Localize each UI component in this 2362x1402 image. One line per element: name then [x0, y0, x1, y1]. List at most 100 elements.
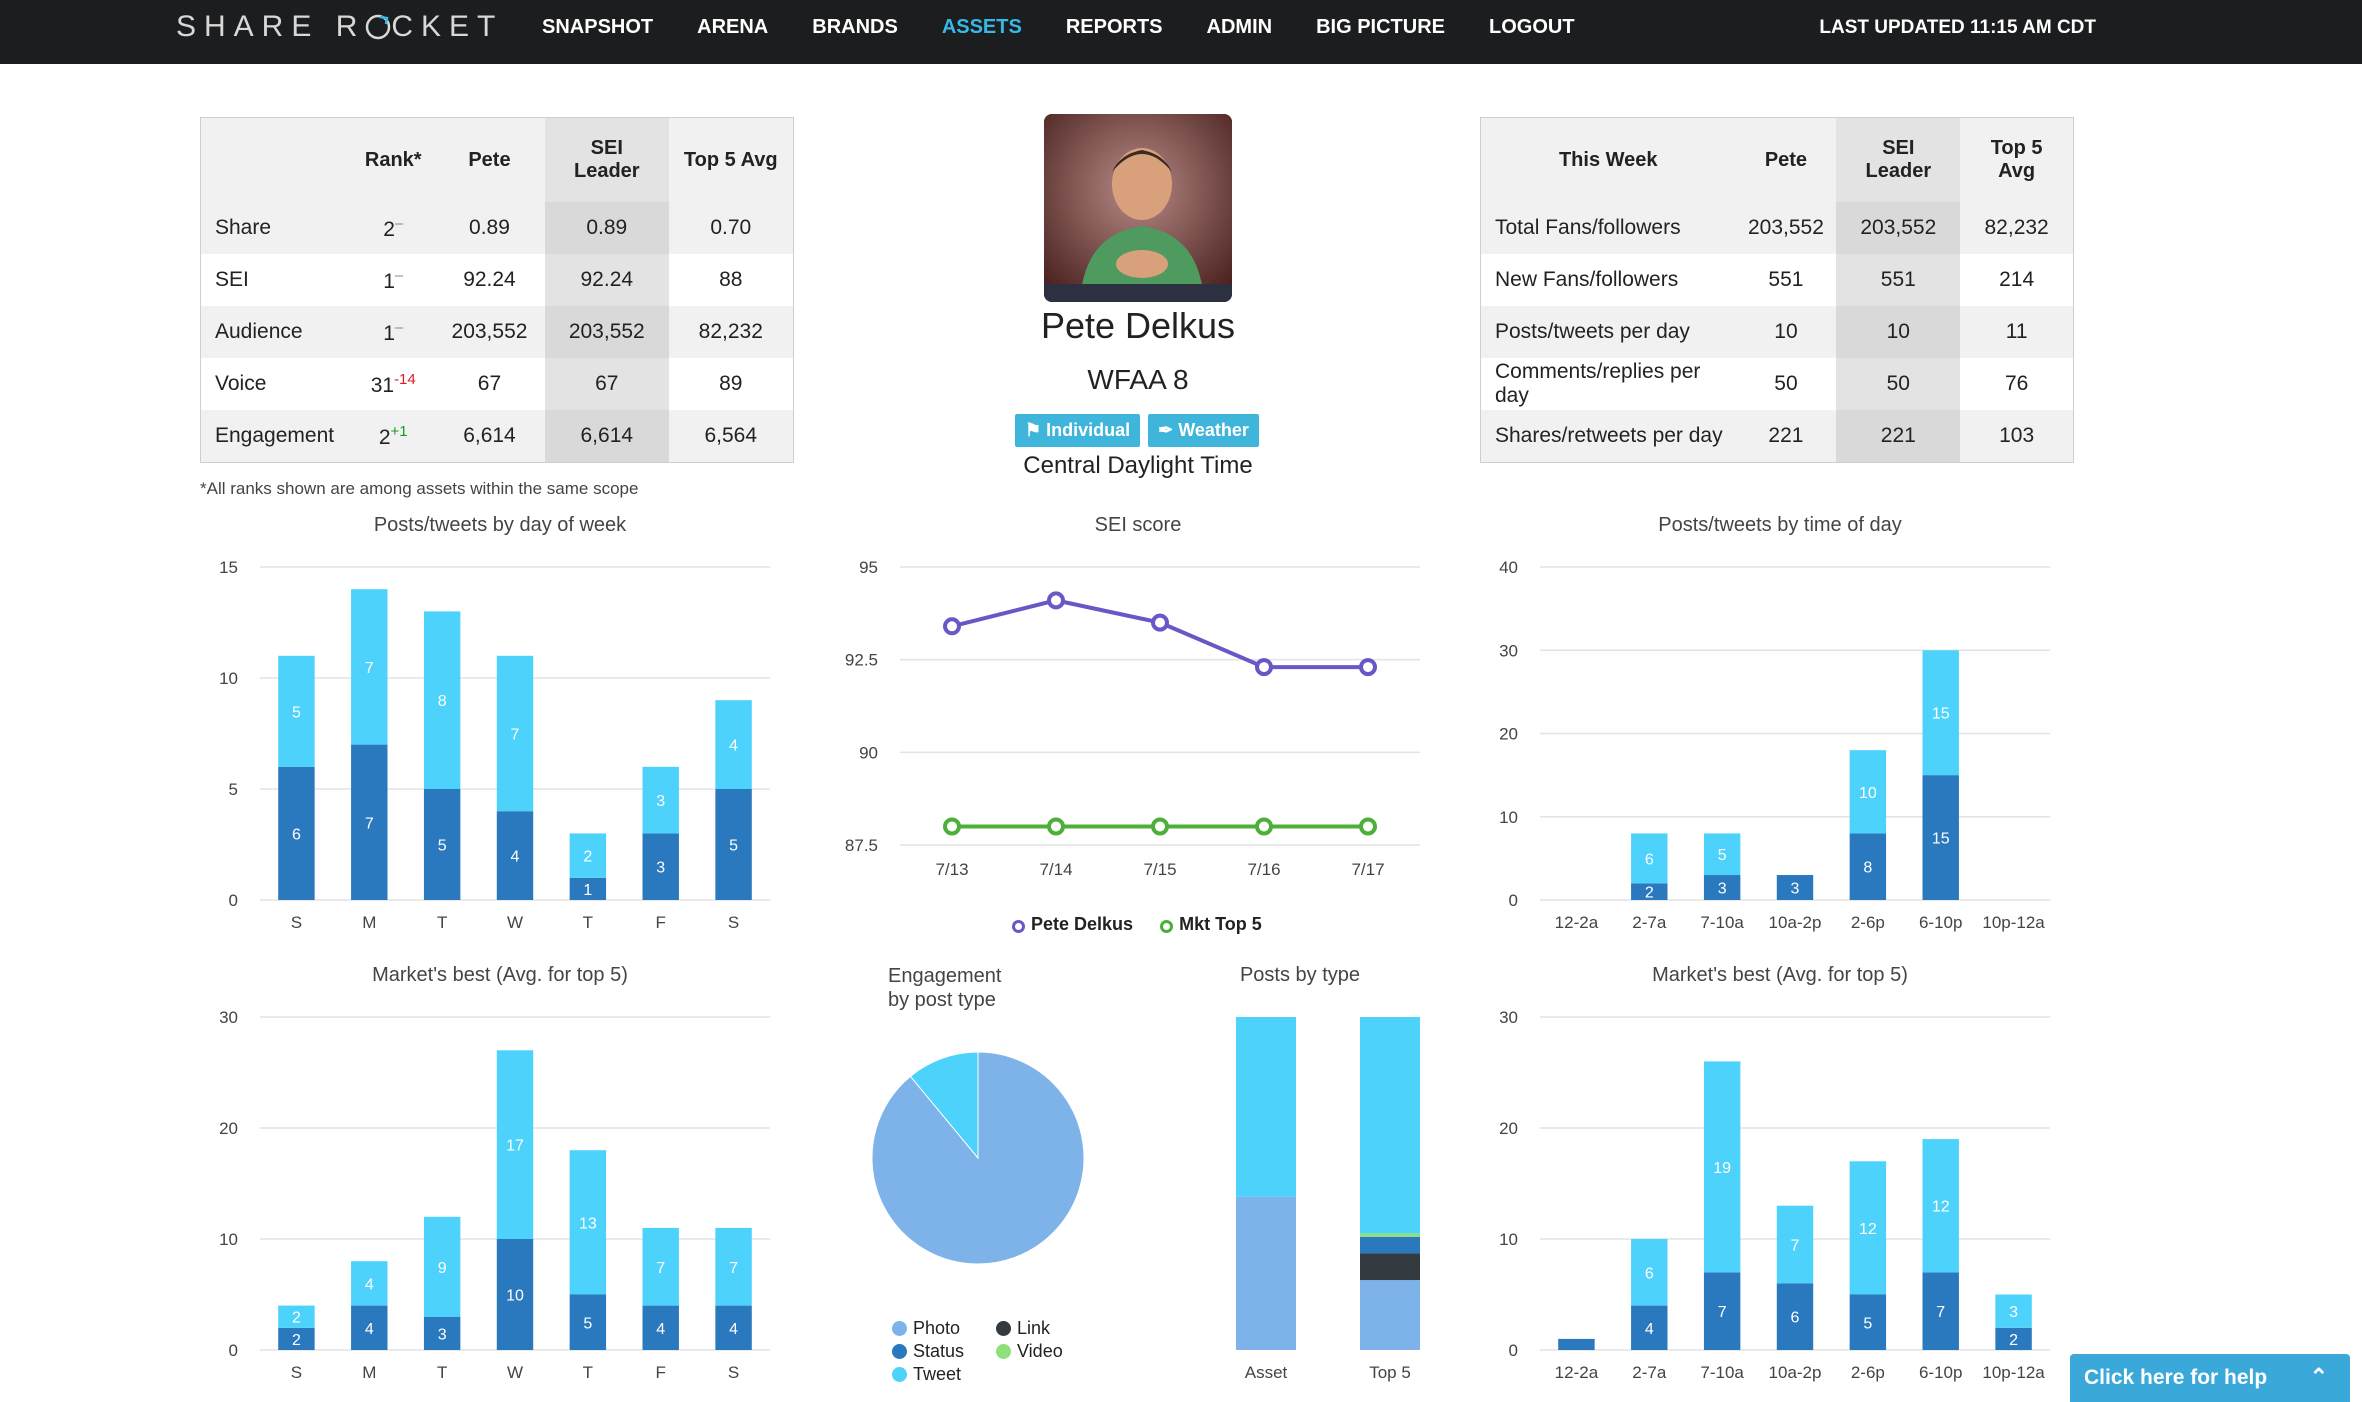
bar-segment[interactable]	[278, 766, 315, 900]
bar-segment[interactable]	[423, 1316, 461, 1350]
bar-segment[interactable]	[1849, 1161, 1887, 1295]
bar-segment[interactable]	[1922, 650, 1959, 776]
data-point[interactable]	[1359, 817, 1377, 836]
bar-segment[interactable]	[1995, 1294, 2032, 1328]
bar-value-label: 3	[656, 793, 665, 810]
bar-segment[interactable]	[715, 700, 752, 789]
tag-weather[interactable]: ✒ Weather	[1148, 414, 1259, 447]
y-tick-label: 92.5	[845, 651, 878, 670]
bar-segment[interactable]	[1631, 833, 1668, 884]
bar-segment[interactable]	[1360, 1280, 1420, 1350]
legend-item-video[interactable]: Video	[996, 1341, 1086, 1364]
bar-segment[interactable]	[1995, 1327, 2032, 1350]
series-line	[951, 598, 1368, 670]
bar-segment[interactable]	[1360, 1017, 1420, 1234]
share-rocket-logo[interactable]: SHARE R CKET	[176, 10, 503, 44]
legend-item-status[interactable]: Status	[892, 1341, 996, 1364]
bar-segment[interactable]	[1360, 1253, 1420, 1281]
bar-segment[interactable]	[715, 789, 752, 900]
bar-segment[interactable]	[715, 1305, 752, 1350]
legend-item-link[interactable]: Link	[996, 1318, 1086, 1341]
profile-photo[interactable]	[1044, 114, 1232, 302]
bar-segment[interactable]	[351, 1261, 388, 1306]
bar-segment[interactable]	[1236, 1196, 1296, 1350]
bar-segment[interactable]	[1849, 833, 1887, 900]
nav-snapshot[interactable]: SNAPSHOT	[542, 16, 654, 38]
nav-brands[interactable]: BRANDS	[812, 16, 898, 38]
tag-individual[interactable]: ⚑ Individual	[1015, 414, 1141, 447]
bar-value-label: 15	[1932, 831, 1950, 848]
data-point[interactable]	[943, 817, 961, 836]
bar-segment[interactable]	[496, 811, 534, 900]
bar-segment[interactable]	[351, 744, 388, 900]
bar-segment[interactable]	[1703, 875, 1741, 900]
bar-segment[interactable]	[351, 589, 388, 745]
bar-segment[interactable]	[1776, 875, 1814, 900]
bar-segment[interactable]	[496, 1239, 534, 1350]
bar-segment[interactable]	[278, 1305, 315, 1328]
bar-segment[interactable]	[642, 1305, 679, 1350]
logo-text-share: SHARE R	[176, 10, 366, 43]
bar-segment[interactable]	[569, 833, 607, 878]
bar-segment[interactable]	[1776, 1283, 1814, 1350]
bar-segment[interactable]	[642, 833, 679, 900]
bar-segment[interactable]	[1776, 1205, 1814, 1284]
nav-admin[interactable]: ADMIN	[1206, 16, 1273, 38]
leader-value: 92.24	[545, 254, 669, 306]
data-point[interactable]	[1255, 817, 1273, 836]
nav-big-picture[interactable]: BIG PICTURE	[1316, 16, 1445, 38]
legend-pete[interactable]: Pete Delkus	[1012, 914, 1133, 934]
bar-segment[interactable]	[1849, 1294, 1887, 1351]
bar-segment[interactable]	[1922, 775, 1959, 900]
bar-segment[interactable]	[569, 1150, 607, 1295]
nav-arena[interactable]: ARENA	[697, 16, 769, 38]
leader-value: 50	[1836, 358, 1961, 410]
data-point[interactable]	[1047, 591, 1065, 610]
bar-segment[interactable]	[1849, 750, 1887, 834]
rank-value: 31	[370, 373, 395, 397]
bar-segment[interactable]	[1236, 1017, 1296, 1197]
data-point[interactable]	[1359, 658, 1377, 677]
help-button[interactable]: Click here for help ⌃	[2070, 1354, 2350, 1402]
bar-value-label: 2	[583, 849, 592, 866]
nav-reports[interactable]: REPORTS	[1065, 16, 1163, 38]
bar-segment[interactable]	[278, 655, 315, 767]
legend-item-tweet[interactable]: Tweet	[892, 1364, 996, 1387]
nav-logout[interactable]: LOGOUT	[1488, 16, 1575, 38]
bar-segment[interactable]	[278, 1327, 315, 1350]
pie-slice[interactable]	[909, 1051, 979, 1160]
leader-value: 67	[545, 358, 669, 410]
bar-segment[interactable]	[496, 1050, 534, 1239]
bar-segment[interactable]	[1360, 1233, 1420, 1237]
bar-segment[interactable]	[569, 877, 607, 900]
bar-segment[interactable]	[1631, 883, 1668, 900]
data-point[interactable]	[1151, 613, 1169, 632]
data-point[interactable]	[1047, 817, 1065, 836]
bar-segment[interactable]	[1922, 1139, 1959, 1273]
bar-segment[interactable]	[1703, 1272, 1741, 1350]
bar-segment[interactable]	[569, 1294, 607, 1351]
bar-segment[interactable]	[715, 1227, 752, 1306]
bar-segment[interactable]	[642, 766, 679, 834]
bar-segment[interactable]	[1703, 1061, 1741, 1273]
legend-item-photo[interactable]: Photo	[892, 1318, 996, 1341]
data-point[interactable]	[1151, 817, 1169, 836]
bar-segment[interactable]	[1631, 1305, 1668, 1350]
bar-segment[interactable]	[1558, 1338, 1595, 1350]
nav-assets[interactable]: ASSETS	[941, 16, 1022, 38]
bar-segment[interactable]	[1631, 1239, 1668, 1306]
bar-segment[interactable]	[1360, 1236, 1420, 1254]
bar-segment[interactable]	[351, 1305, 388, 1350]
data-point[interactable]	[943, 617, 961, 636]
x-tick-label: W	[507, 1363, 523, 1382]
bar-segment[interactable]	[1703, 833, 1741, 876]
bar-segment[interactable]	[423, 1216, 461, 1317]
bar-value-label: 3	[2009, 1304, 2018, 1321]
bar-segment[interactable]	[642, 1227, 679, 1306]
bar-segment[interactable]	[496, 655, 534, 812]
bar-segment[interactable]	[423, 611, 461, 789]
legend-top5[interactable]: Mkt Top 5	[1160, 914, 1262, 934]
bar-segment[interactable]	[423, 789, 461, 900]
bar-segment[interactable]	[1922, 1272, 1959, 1350]
data-point[interactable]	[1255, 658, 1273, 677]
